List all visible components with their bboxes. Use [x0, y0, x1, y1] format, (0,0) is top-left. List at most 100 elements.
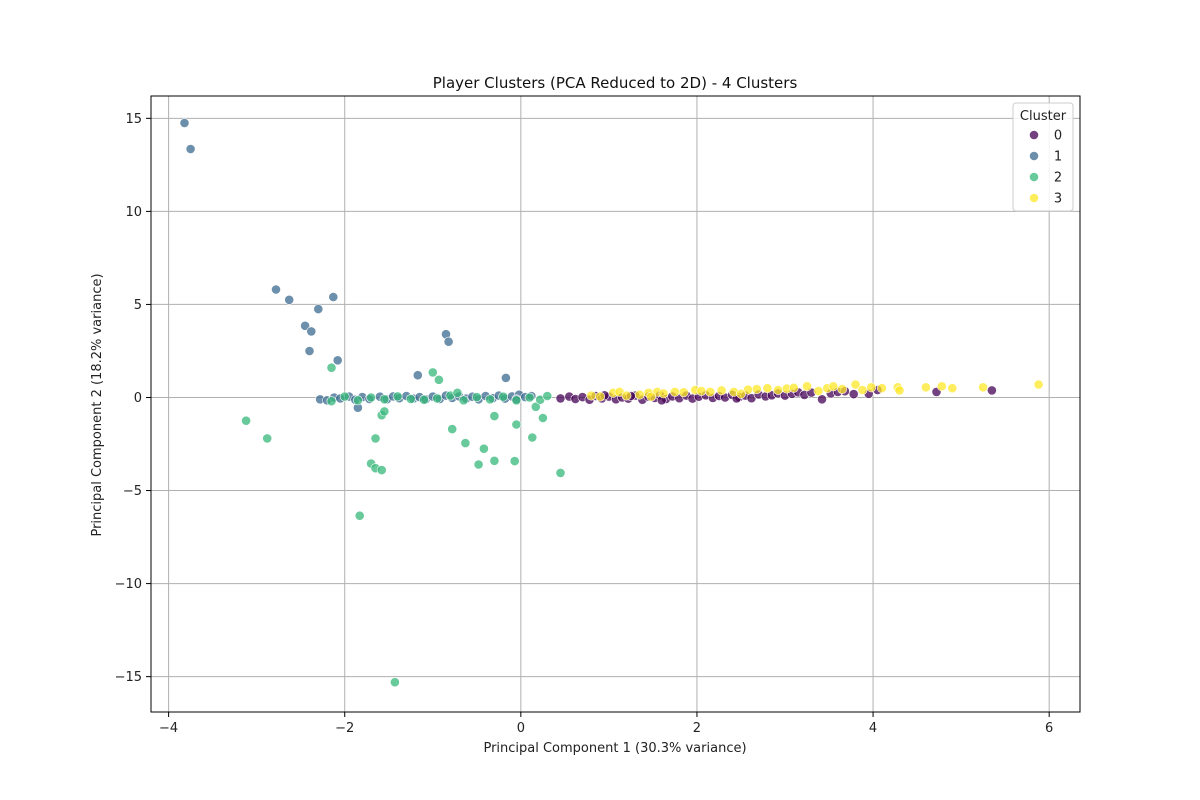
data-point	[837, 384, 848, 394]
data-point	[716, 385, 727, 396]
data-point	[427, 367, 438, 378]
data-point	[366, 392, 376, 403]
data-point	[471, 392, 482, 402]
data-point	[813, 386, 824, 396]
legend-marker	[1029, 151, 1039, 161]
data-point	[241, 415, 251, 426]
data-point	[412, 370, 423, 381]
data-point	[621, 390, 632, 401]
data-point	[352, 395, 363, 406]
data-point	[433, 374, 444, 385]
legend-entry: 1	[1054, 150, 1062, 165]
data-point	[370, 433, 381, 444]
data-point	[936, 381, 947, 392]
data-point	[489, 455, 500, 466]
data-point	[379, 394, 390, 405]
data-point	[586, 390, 597, 401]
y-tick-label: −5	[123, 484, 142, 499]
data-point	[634, 389, 645, 400]
x-axis-label: Principal Component 1 (30.3% variance)	[483, 741, 746, 756]
legend: Cluster 0 1 2 3	[1012, 102, 1074, 212]
data-point	[326, 396, 337, 407]
data-point	[788, 382, 799, 393]
data-point	[877, 383, 887, 394]
x-tick-label: −4	[159, 721, 178, 736]
data-point	[802, 381, 812, 392]
data-point	[848, 389, 859, 399]
data-point	[262, 433, 273, 444]
x-tick-label: 4	[869, 721, 877, 736]
data-point	[828, 381, 839, 392]
data-point	[326, 362, 337, 373]
data-point	[179, 118, 190, 128]
data-point	[670, 386, 680, 397]
data-point	[389, 677, 400, 688]
data-point	[458, 395, 469, 406]
data-point	[978, 382, 988, 393]
data-point	[443, 336, 454, 347]
data-point	[894, 385, 905, 396]
data-point	[678, 387, 689, 398]
data-point	[313, 304, 324, 314]
data-point	[538, 413, 548, 423]
data-point	[773, 385, 783, 395]
legend-entry: 2	[1054, 171, 1062, 186]
legend-marker	[1029, 130, 1039, 140]
data-point	[489, 411, 500, 421]
data-point	[987, 385, 997, 396]
data-point	[460, 438, 471, 448]
data-point	[696, 386, 707, 396]
y-tick-label: 15	[125, 112, 142, 127]
data-point	[432, 393, 443, 404]
y-tick-label: 10	[125, 205, 142, 220]
data-point	[595, 391, 605, 402]
y-tick-label: −15	[115, 670, 142, 685]
data-point	[555, 467, 566, 478]
data-point	[705, 386, 716, 397]
data-point	[527, 432, 538, 443]
data-point	[850, 379, 861, 390]
data-point	[530, 401, 541, 412]
legend-title: Cluster	[1020, 109, 1067, 124]
data-point	[921, 382, 931, 393]
x-tick-label: 2	[693, 721, 701, 736]
data-point	[751, 384, 762, 394]
data-point	[405, 394, 416, 404]
data-point	[300, 320, 310, 331]
legend-entry: 3	[1054, 192, 1062, 207]
data-point	[511, 395, 522, 406]
data-point	[762, 383, 773, 394]
data-point	[658, 388, 669, 399]
data-point	[379, 406, 390, 417]
x-tick-label: 0	[517, 721, 525, 736]
x-tick-label: 6	[1045, 721, 1053, 736]
data-point	[185, 144, 196, 154]
data-point	[866, 382, 877, 393]
data-point	[500, 372, 511, 383]
legend-marker	[1029, 172, 1039, 182]
data-point	[354, 510, 365, 521]
data-point	[509, 456, 520, 466]
data-point	[542, 391, 553, 401]
legend-marker	[1029, 193, 1039, 203]
data-point	[478, 443, 489, 454]
series-3	[586, 379, 1044, 402]
axes-frame	[150, 95, 1081, 713]
data-point	[736, 388, 746, 399]
data-point	[339, 391, 350, 402]
data-point	[1033, 379, 1044, 390]
legend-box	[1012, 102, 1074, 212]
data-point	[857, 385, 868, 395]
series-2	[241, 362, 566, 688]
y-tick-label: −10	[115, 577, 142, 592]
chart-title: Player Clusters (PCA Reduced to 2D) - 4 …	[433, 74, 798, 92]
data-point	[304, 346, 315, 356]
y-tick-label: 0	[134, 391, 142, 406]
x-tick-label: −2	[335, 721, 354, 736]
data-point	[452, 387, 463, 398]
data-point	[392, 391, 403, 402]
data-point	[511, 419, 522, 430]
data-point	[284, 294, 295, 305]
